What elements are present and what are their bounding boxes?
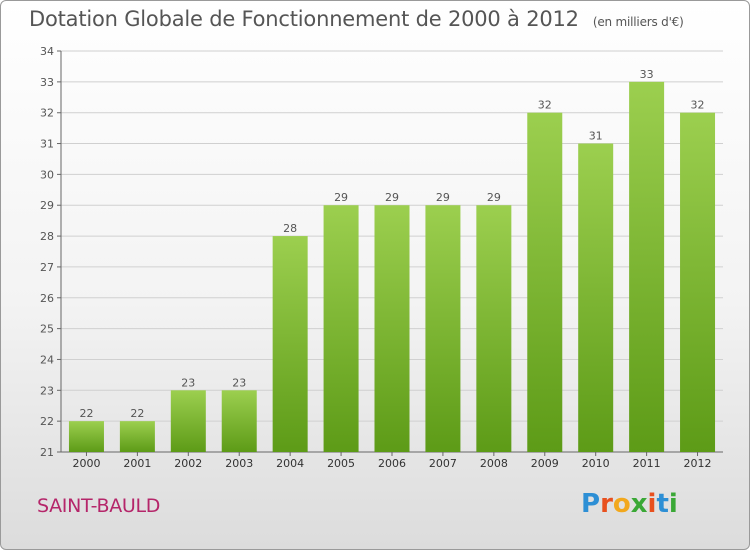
bar: [119, 421, 155, 452]
bar: [374, 205, 410, 452]
data-label: 29: [436, 191, 450, 204]
x-tick-label: 2009: [531, 457, 559, 470]
x-tick-label: 2000: [72, 457, 100, 470]
data-label: 29: [487, 191, 501, 204]
y-tick-label: 28: [40, 230, 54, 243]
data-label: 29: [385, 191, 399, 204]
logo-letter: r: [600, 489, 613, 519]
bar: [476, 205, 512, 452]
bar: [221, 390, 257, 452]
y-tick-label: 21: [40, 446, 54, 459]
x-tick-label: 2001: [123, 457, 151, 470]
y-tick-label: 27: [40, 261, 54, 274]
x-tick-label: 2003: [225, 457, 253, 470]
bar: [680, 112, 716, 452]
x-tick-label: 2008: [480, 457, 508, 470]
y-tick-label: 30: [40, 168, 54, 181]
x-tick-label: 2004: [276, 457, 304, 470]
bar: [425, 205, 461, 452]
data-label: 23: [181, 376, 195, 389]
x-tick-label: 2010: [582, 457, 610, 470]
y-tick-label: 32: [40, 107, 54, 120]
y-tick-label: 24: [40, 353, 54, 366]
data-label: 29: [334, 191, 348, 204]
logo-letter: i: [668, 489, 678, 519]
data-label: 32: [538, 99, 552, 112]
y-tick-label: 23: [40, 384, 54, 397]
data-label: 28: [283, 222, 297, 235]
y-tick-label: 22: [40, 415, 54, 428]
data-label: 33: [640, 68, 654, 81]
data-label: 22: [79, 407, 93, 420]
bar: [170, 390, 206, 452]
bar: [323, 205, 359, 452]
chart-title: Dotation Globale de Fonctionnement de 20…: [29, 7, 684, 31]
data-label: 22: [130, 407, 144, 420]
x-tick-label: 2006: [378, 457, 406, 470]
commune-name: SAINT-BAULD: [37, 495, 161, 517]
logo-letter: t: [656, 489, 669, 519]
y-tick-label: 26: [40, 292, 54, 305]
y-tick-label: 25: [40, 323, 54, 336]
data-label: 31: [589, 130, 603, 143]
data-label: 32: [691, 99, 705, 112]
y-tick-label: 31: [40, 138, 54, 151]
bar: [527, 112, 563, 452]
bar: [272, 236, 308, 452]
logo-letter: i: [647, 489, 657, 519]
x-tick-label: 2012: [684, 457, 712, 470]
x-tick-label: 2005: [327, 457, 355, 470]
chart-title-text: Dotation Globale de Fonctionnement de 20…: [29, 7, 579, 31]
data-label: 23: [232, 376, 246, 389]
y-tick-label: 29: [40, 199, 54, 212]
logo-letter: o: [612, 489, 631, 519]
y-tick-label: 34: [40, 45, 54, 58]
x-tick-label: 2007: [429, 457, 457, 470]
logo-letter: x: [630, 489, 648, 519]
bar: [629, 81, 665, 452]
bar: [68, 421, 104, 452]
x-tick-label: 2002: [174, 457, 202, 470]
y-tick-label: 33: [40, 76, 54, 89]
chart-unit: (en milliers d'€): [592, 15, 684, 29]
proxiti-logo[interactable]: Proxiti: [581, 489, 678, 519]
logo-letter: P: [581, 489, 601, 519]
x-tick-label: 2011: [633, 457, 661, 470]
bar: [578, 143, 614, 453]
